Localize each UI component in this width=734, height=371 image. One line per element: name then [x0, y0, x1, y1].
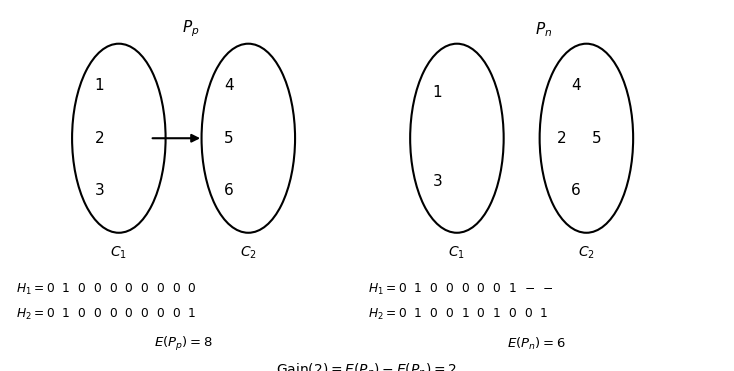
Text: $C_1$: $C_1$	[448, 244, 465, 261]
Text: 5: 5	[592, 131, 602, 146]
Text: 4: 4	[571, 78, 581, 93]
Text: 1: 1	[95, 78, 104, 93]
Text: $P_p$: $P_p$	[182, 19, 200, 39]
Text: $H_1 = 0 \ \ 1 \ \ 0 \ \ 0 \ \ 0 \ \ 0 \ \ 0 \ \ 0 \ \ 0 \ \ 0$: $H_1 = 0 \ \ 1 \ \ 0 \ \ 0 \ \ 0 \ \ 0 \…	[16, 282, 197, 297]
Text: $C_2$: $C_2$	[578, 244, 595, 261]
Text: 6: 6	[224, 183, 233, 198]
Text: $E(P_n) = 6$: $E(P_n) = 6$	[506, 336, 565, 352]
Text: 3: 3	[432, 174, 443, 189]
Text: $C_2$: $C_2$	[240, 244, 257, 261]
Text: $P_n$: $P_n$	[534, 20, 552, 39]
Text: 3: 3	[95, 183, 104, 198]
Text: $H_2 = 0 \ \ 1 \ \ 0 \ \ 0 \ \ 0 \ \ 0 \ \ 0 \ \ 0 \ \ 0 \ \ 1$: $H_2 = 0 \ \ 1 \ \ 0 \ \ 0 \ \ 0 \ \ 0 \…	[16, 307, 197, 322]
Text: $H_1 = 0 \ \ 1 \ \ 0 \ \ 0 \ \ 0 \ \ 0 \ \ 0 \ \ 1 \ \ {-} \ \ {-}$: $H_1 = 0 \ \ 1 \ \ 0 \ \ 0 \ \ 0 \ \ 0 \…	[368, 282, 553, 297]
Text: 1: 1	[432, 85, 443, 100]
Text: 2: 2	[556, 131, 566, 146]
Text: 5: 5	[224, 131, 233, 146]
Text: $E(P_p) = 8$: $E(P_p) = 8$	[154, 335, 213, 353]
Text: 4: 4	[224, 78, 233, 93]
Text: 2: 2	[95, 131, 104, 146]
Text: $C_1$: $C_1$	[110, 244, 127, 261]
Text: 6: 6	[571, 183, 581, 198]
Text: $\mathrm{Gain}(2) = E(P_p) - E(P_n) = 2$: $\mathrm{Gain}(2) = E(P_p) - E(P_n) = 2$	[277, 361, 457, 371]
Text: $H_2 = 0 \ \ 1 \ \ 0 \ \ 0 \ \ 1 \ \ 0 \ \ 1 \ \ 0 \ \ 0 \ \ 1$: $H_2 = 0 \ \ 1 \ \ 0 \ \ 0 \ \ 1 \ \ 0 \…	[368, 307, 549, 322]
